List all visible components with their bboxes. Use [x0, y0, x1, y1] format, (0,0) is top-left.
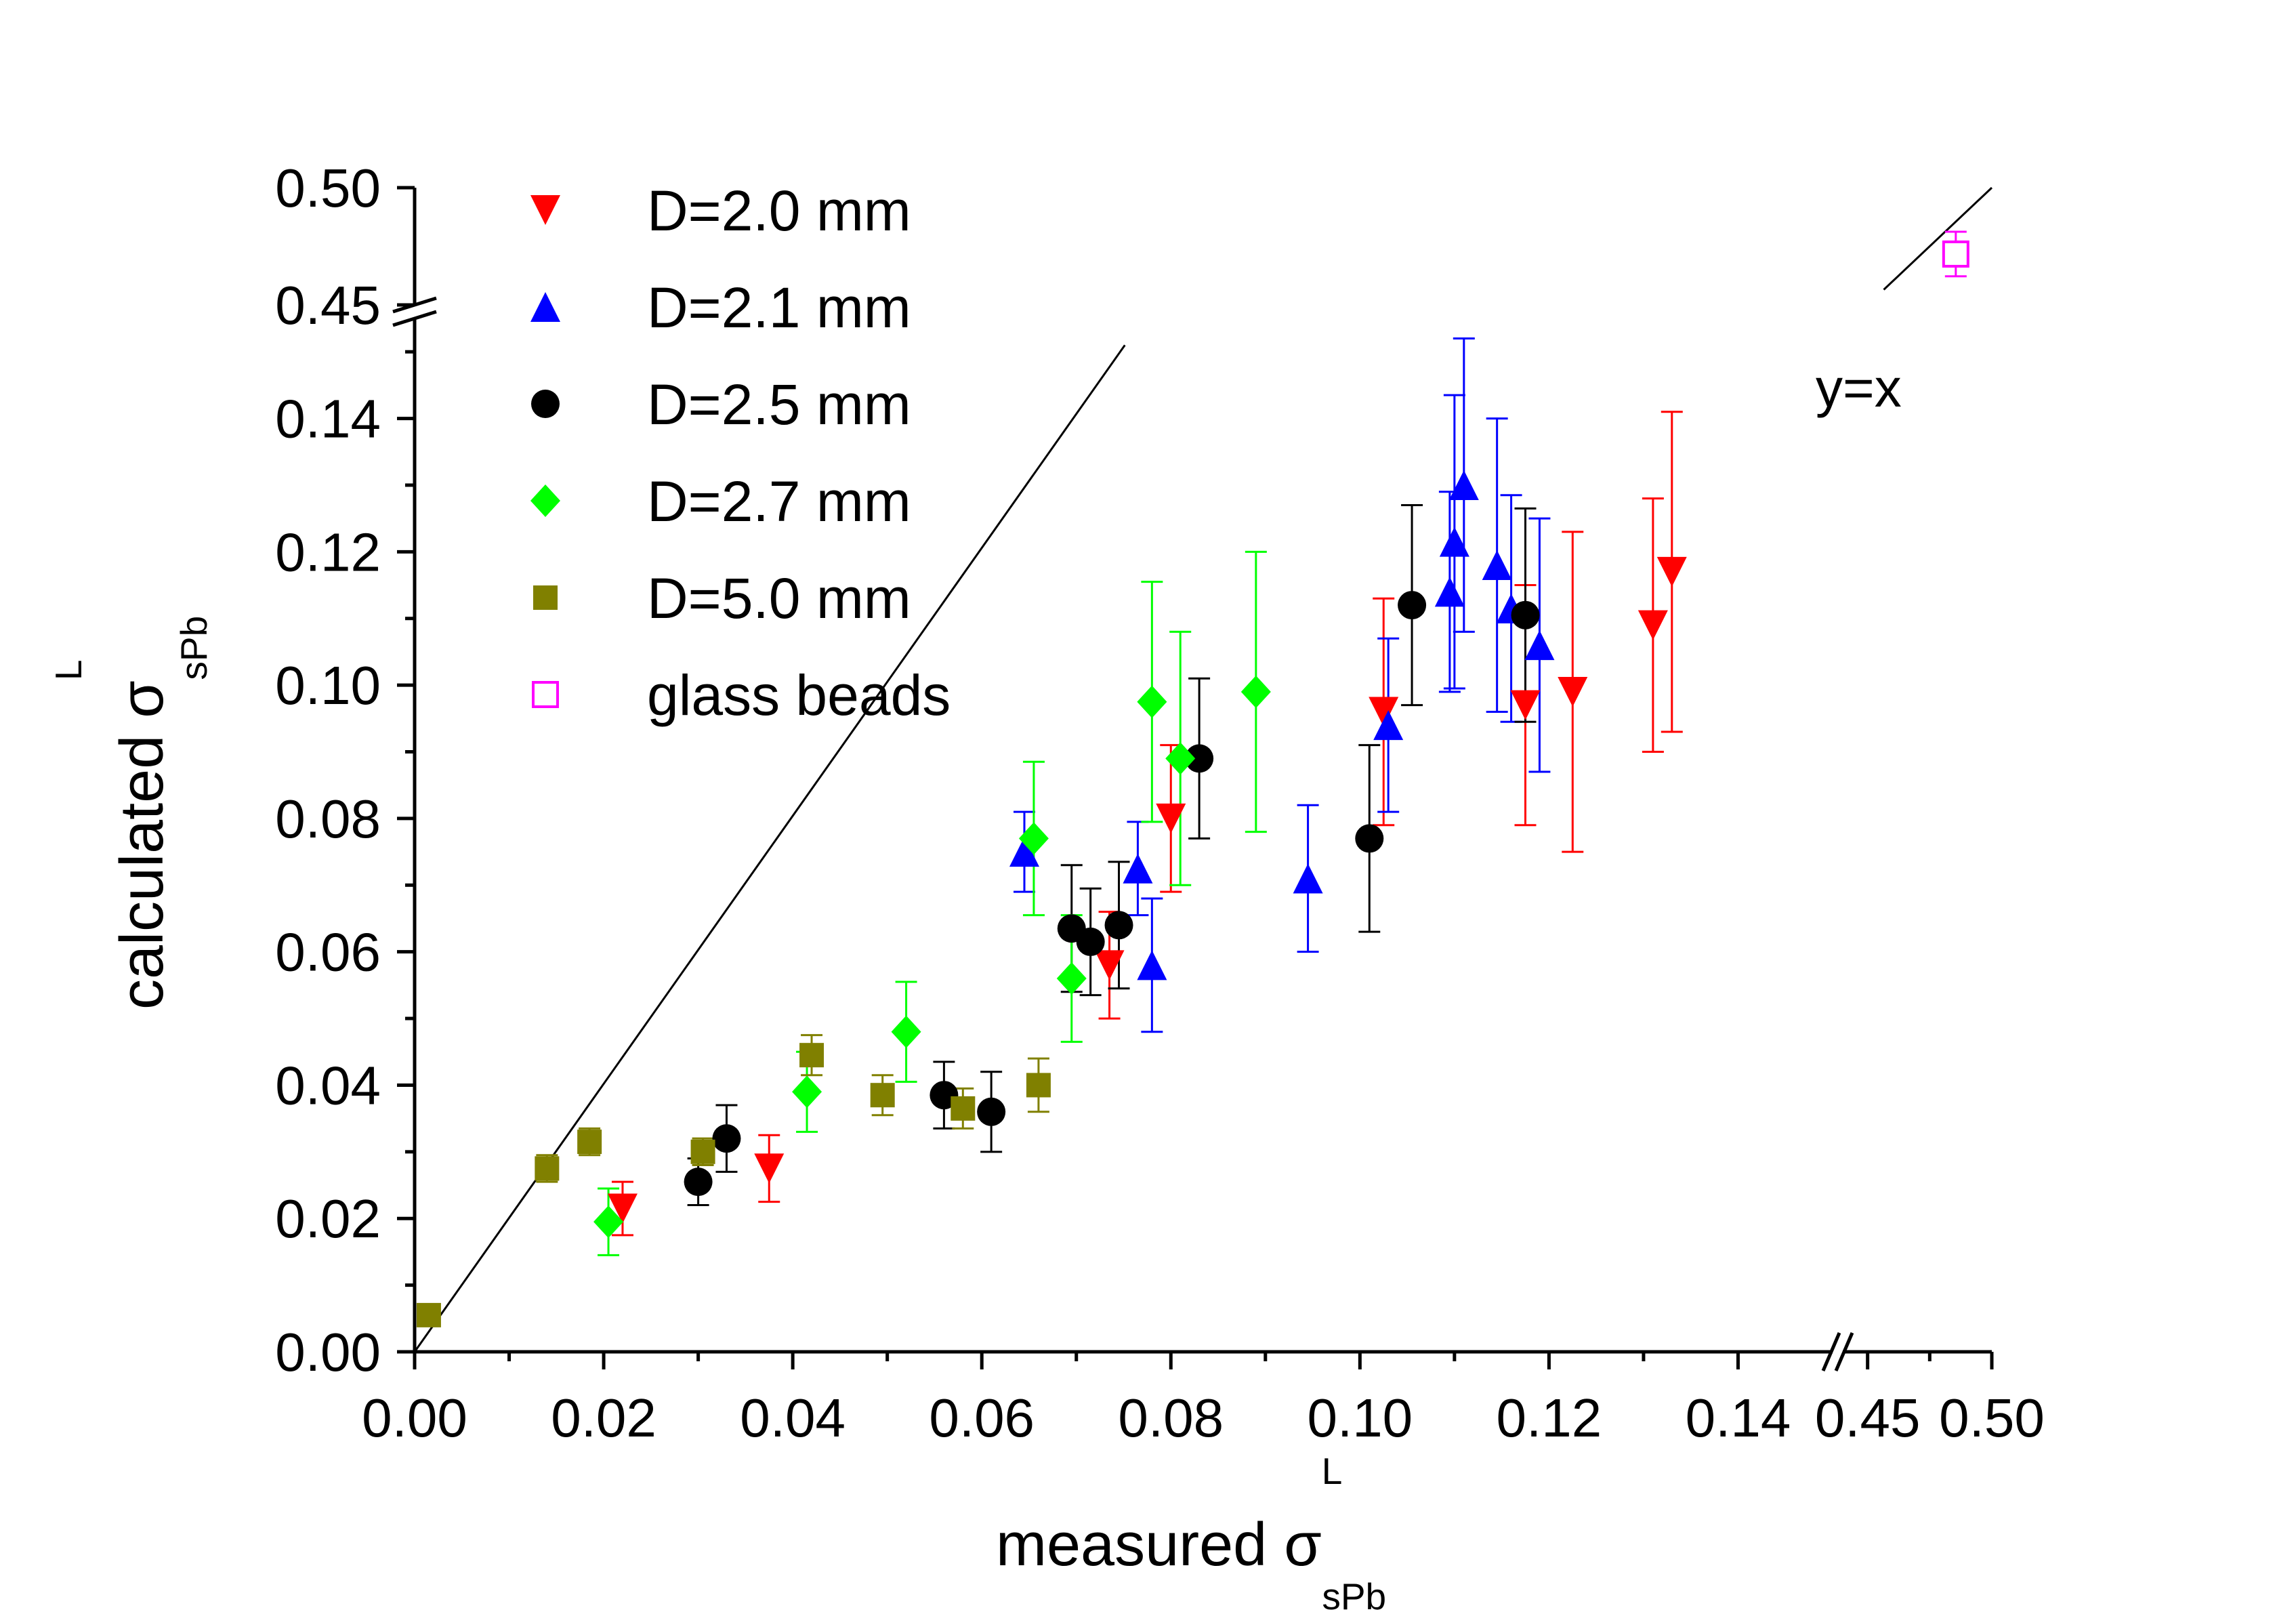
series-d-2-0-mm-point	[607, 1193, 638, 1224]
y-tick-label: 0.08	[275, 789, 381, 849]
series-d-2-7-mm-point	[1165, 742, 1196, 775]
series-d-2-7-mm-point	[1056, 962, 1087, 995]
series-d-2-7-mm-point	[792, 1075, 822, 1109]
series-d-2-0-mm-point	[754, 1153, 785, 1184]
x-tick-label: 0.45	[1815, 1388, 1921, 1448]
legend-label: D=2.1 mm	[647, 276, 911, 339]
series-d-2-0-mm-point	[1656, 556, 1687, 587]
series-d-2-7-mm-point	[1018, 822, 1049, 855]
series-d-5-0-mm-point	[1026, 1073, 1051, 1098]
y-tick-label: 0.00	[275, 1322, 381, 1382]
x-tick-label: 0.14	[1686, 1388, 1791, 1448]
x-tick-label: 0.02	[551, 1388, 656, 1448]
series-d-2-5-mm-point	[1355, 824, 1384, 853]
series-d-2-0-mm-point	[1369, 697, 1399, 727]
reference-line	[1883, 186, 1993, 291]
y-tick-label: 0.10	[275, 655, 381, 716]
series-d-5-0-mm-point	[870, 1083, 895, 1108]
y-tick-label: 0.14	[275, 389, 381, 449]
x-tick-label: 0.10	[1307, 1388, 1413, 1448]
x-axis-label-sup: L	[1322, 1450, 1343, 1492]
legend-label: D=2.7 mm	[647, 470, 911, 533]
marker-layer	[416, 240, 1969, 1327]
legend-label: D=5.0 mm	[647, 566, 911, 630]
series-d-2-7-mm-point	[1137, 685, 1167, 718]
series-d-2-5-mm-point	[684, 1167, 713, 1197]
series-d-2-7-mm-point	[593, 1205, 624, 1239]
legend-marker	[530, 484, 560, 517]
series-d-2-1-mm-point	[1293, 863, 1323, 894]
reference-layer	[413, 186, 1993, 1352]
series-d-2-7-mm-point	[1240, 675, 1271, 708]
series-d-2-1-mm-point	[1524, 630, 1555, 661]
series-d-2-1-mm-point	[1009, 837, 1039, 867]
x-tick-label: 0.00	[362, 1388, 467, 1448]
legend-marker	[532, 681, 559, 708]
y-tick-label: 0.06	[275, 922, 381, 983]
series-d-2-1-mm-point	[1123, 853, 1153, 884]
series-d-5-0-mm-point	[577, 1130, 602, 1155]
series-d-5-0-mm-point	[416, 1302, 441, 1327]
series-d-2-5-mm-point	[712, 1124, 741, 1153]
y-tick-label: 0.12	[275, 522, 381, 582]
y-axis-label: calculated σ L sPb	[47, 616, 215, 1010]
legend-label: D=2.5 mm	[647, 373, 911, 436]
reference-line-label: y=x	[1816, 358, 1902, 418]
series-d-2-5-mm-point	[1398, 591, 1427, 620]
legend: D=2.0 mm D=2.1 mm D=2.5 mm D=2.7 mm D=5.0 mm…	[530, 179, 951, 727]
series-d-2-5-mm-point	[1104, 911, 1133, 940]
series-d-2-1-mm-point	[1373, 710, 1404, 741]
series-d-2-5-mm-point	[1076, 927, 1105, 956]
x-tick-label: 0.50	[1939, 1388, 2045, 1448]
series-d-2-5-mm-point	[977, 1097, 1006, 1126]
x-tick-label: 0.12	[1497, 1388, 1602, 1448]
series-d-2-0-mm-point	[1094, 950, 1125, 980]
series-d-2-5-mm-point	[1185, 744, 1214, 773]
axis-layer: 0.00 0.02 0.04 0.06 0.08 0.10 0.12 0.14 0.45 0.50…	[275, 158, 2045, 1448]
series-d-5-0-mm-point	[690, 1139, 715, 1164]
y-tick-label: 0.50	[275, 158, 381, 218]
y-tick-label: 0.45	[275, 275, 381, 335]
series-d-2-7-mm-point	[891, 1015, 921, 1048]
x-axis-break-mark	[1834, 1332, 1854, 1371]
x-axis-break-mark	[1821, 1332, 1841, 1371]
series-d-5-0-mm-point	[951, 1096, 976, 1121]
legend-marker	[530, 292, 560, 322]
x-axis-label-sub: sPb	[1322, 1575, 1386, 1612]
series-glass-beads-point	[1942, 240, 1969, 268]
series-d-5-0-mm-point	[799, 1043, 825, 1068]
series-d-2-5-mm-point	[1511, 600, 1540, 629]
x-tick-label: 0.06	[929, 1388, 1035, 1448]
y-axis-break-mark	[392, 310, 437, 327]
series-d-2-0-mm-point	[1156, 803, 1186, 833]
legend-marker	[530, 195, 560, 225]
series-d-2-0-mm-point	[1510, 690, 1541, 720]
legend-label: glass beads	[647, 663, 951, 727]
x-tick-label: 0.08	[1118, 1388, 1224, 1448]
series-d-2-1-mm-point	[1439, 526, 1469, 557]
series-d-2-1-mm-point	[1137, 950, 1167, 980]
series-d-2-1-mm-point	[1434, 577, 1465, 607]
series-d-2-1-mm-point	[1448, 470, 1479, 500]
series-d-2-1-mm-point	[1482, 550, 1512, 581]
y-tick-label: 0.02	[275, 1189, 381, 1249]
y-axis-label-sup: L	[47, 660, 89, 681]
series-d-2-0-mm-point	[1558, 676, 1588, 707]
y-axis-label-sub: sPb	[173, 616, 215, 680]
legend-marker	[533, 585, 558, 610]
x-tick-label: 0.04	[740, 1388, 846, 1448]
legend-label: D=2.0 mm	[647, 179, 911, 243]
x-axis-label-main: measured σ	[996, 1511, 1322, 1579]
x-axis-label: measured σL sPb	[996, 1450, 1386, 1612]
series-d-5-0-mm-point	[535, 1156, 560, 1181]
series-d-2-0-mm-point	[1637, 610, 1668, 640]
y-axis-label-main: calculated σ	[108, 680, 176, 1010]
legend-marker	[531, 390, 560, 418]
reference-line	[413, 344, 1126, 1352]
y-tick-label: 0.04	[275, 1055, 381, 1115]
